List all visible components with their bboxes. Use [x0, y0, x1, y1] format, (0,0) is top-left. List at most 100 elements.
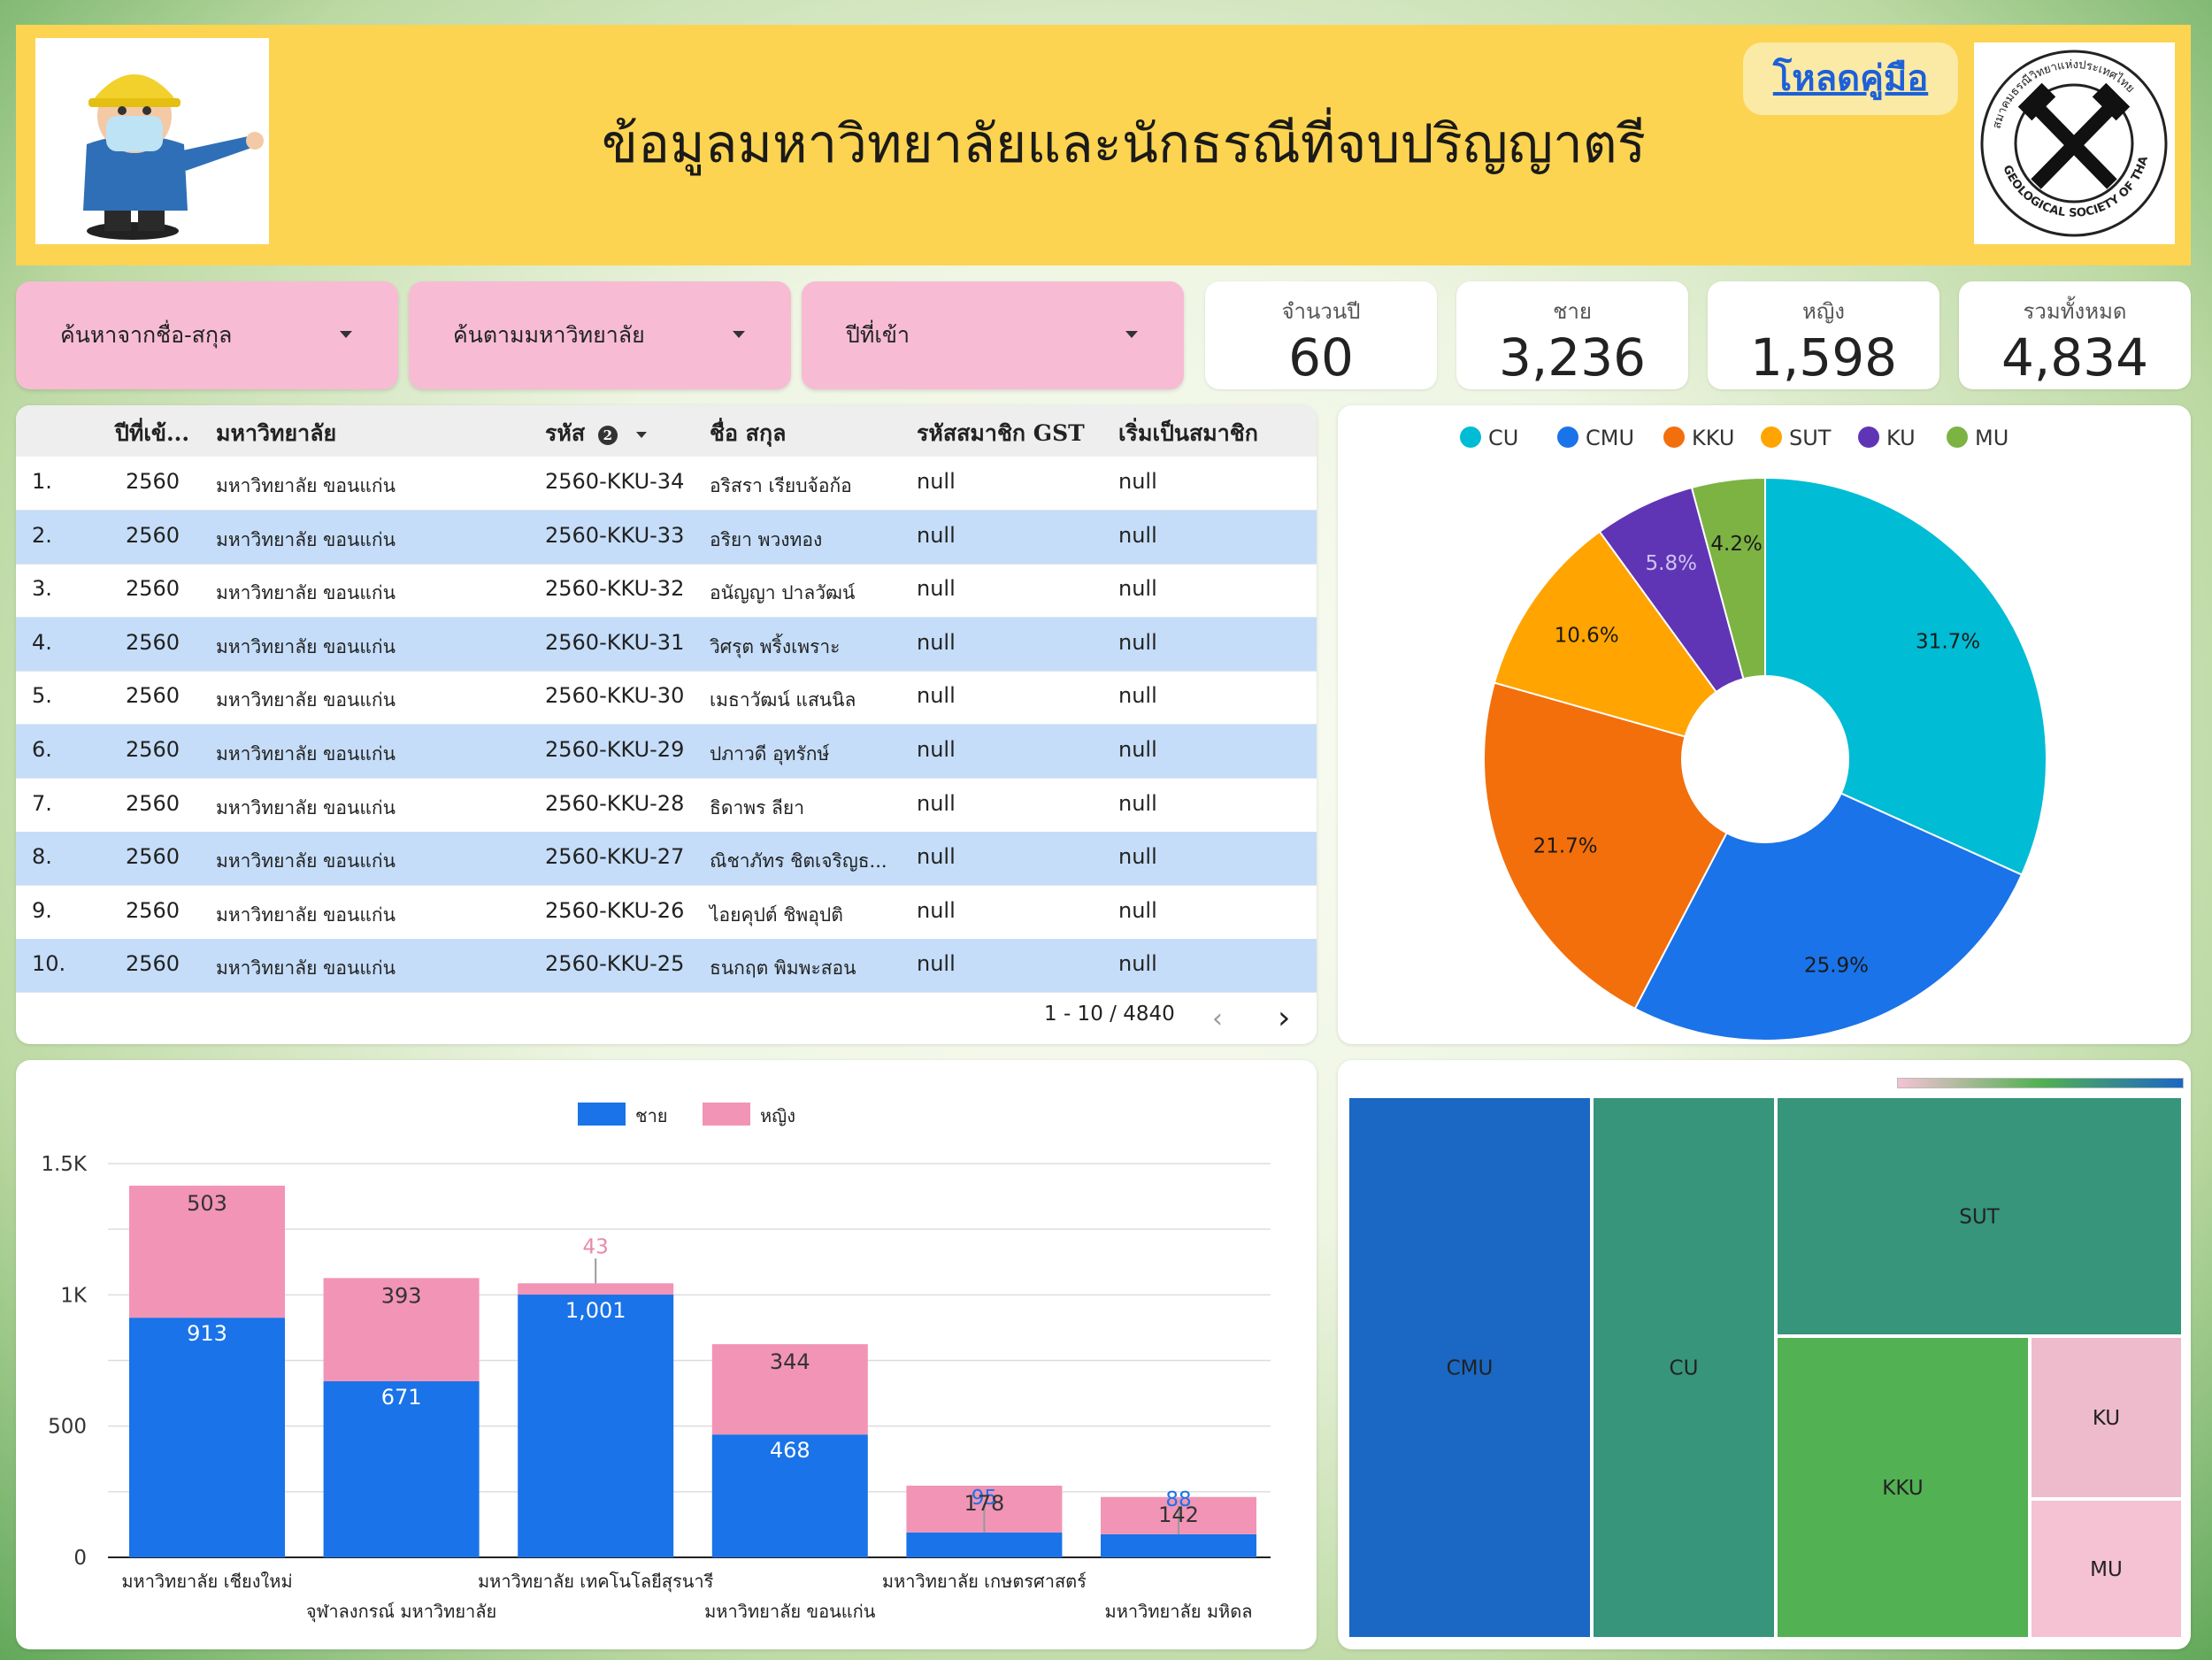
legend-swatch: [1557, 427, 1578, 448]
bar-female[interactable]: [129, 1185, 285, 1318]
bar-male[interactable]: [323, 1380, 480, 1557]
table-row[interactable]: 10. 2560 มหาวิทยาลัย ขอนแก่น 2560-KKU-25 ธนก…: [16, 939, 1317, 994]
bar-male[interactable]: [711, 1434, 868, 1557]
legend-item-male[interactable]: ชาย: [578, 1103, 668, 1126]
table-row[interactable]: 4. 2560 มหาวิทยาลัย ขอนแก่น 2560-KKU-31 วิศร…: [16, 617, 1317, 672]
sort-arrow-icon[interactable]: [635, 432, 647, 438]
treemap-rect[interactable]: [1348, 1096, 1592, 1639]
x-category-label: จุฬาลงกรณ์ มหาวิทยาลัย: [306, 1601, 496, 1623]
treemap-cell-cu[interactable]: CU: [1592, 1096, 1776, 1639]
legend-label: SUT: [1789, 426, 1832, 450]
legend-item-mu[interactable]: MU: [1947, 426, 2008, 450]
treemap-cell-sut[interactable]: SUT: [1776, 1096, 2183, 1336]
column-header-year[interactable]: ปีที่เข้...: [115, 420, 190, 446]
bar-female[interactable]: [323, 1278, 480, 1381]
table-row[interactable]: 3. 2560 มหาวิทยาลัย ขอนแก่น 2560-KKU-32 อนัญ…: [16, 564, 1317, 619]
table-row[interactable]: 2. 2560 มหาวิทยาลัย ขอนแก่น 2560-KKU-33 อริย…: [16, 510, 1317, 565]
cell-name: เมธาวัฒน์ แสนนิล: [710, 689, 856, 711]
bar-group[interactable]: 1,001 43: [518, 1235, 674, 1557]
treemap-rect[interactable]: [2030, 1336, 2183, 1499]
column-header-name[interactable]: ชื่อ สกุล: [710, 420, 787, 446]
column-header-code[interactable]: รหัส 2: [545, 416, 647, 451]
cell-name: ธนกฤต พิมพะสอน: [710, 957, 856, 980]
y-tick-label: 1.5K: [41, 1153, 88, 1176]
legend-swatch: [1460, 427, 1481, 448]
bar-male[interactable]: [1101, 1533, 1256, 1557]
cell-gst: null: [917, 629, 956, 655]
treemap-rect[interactable]: [2030, 1499, 2183, 1639]
treemap-rect[interactable]: [1776, 1096, 2183, 1336]
bar-female[interactable]: [711, 1344, 868, 1435]
treemap-cell-kku[interactable]: KKU: [1776, 1336, 2030, 1639]
download-manual-button[interactable]: โหลดคู่มือ: [1743, 42, 1958, 115]
bar-group[interactable]: 468 344: [711, 1344, 868, 1557]
kpi-label: จำนวนปี: [1281, 299, 1361, 324]
slice-cmu[interactable]: [1633, 792, 2024, 1041]
slice-cu[interactable]: [1764, 476, 2047, 876]
table-row[interactable]: 6. 2560 มหาวิทยาลัย ขอนแก่น 2560-KKU-29 ปภาว…: [16, 725, 1317, 779]
table-row[interactable]: 9. 2560 มหาวิทยาลัย ขอนแก่น 2560-KKU-26 ไอยค…: [16, 886, 1317, 940]
table-row[interactable]: 1. 2560 มหาวิทยาลัย ขอนแก่น 2560-KKU-34 อริส…: [16, 457, 1317, 511]
cell-gst: null: [917, 844, 956, 870]
treemap-cell-cmu[interactable]: CMU: [1348, 1096, 1592, 1639]
cell-name: ธิดาพร ลียา: [710, 796, 805, 818]
gender-bar-panel: ชาย หญิง 0 500 1K 1.5K 913 503 มหาวิทยาลัย เชียง…: [16, 1060, 1317, 1649]
cell-uni: มหาวิทยาลัย ขอนแก่น: [216, 743, 396, 765]
bar-label-female: 344: [770, 1349, 810, 1374]
treemap-rect[interactable]: [1776, 1336, 2030, 1639]
cell-n: 3.: [32, 576, 52, 602]
slice-sut[interactable]: [1493, 530, 1718, 738]
prev-page-button[interactable]: ‹: [1212, 1003, 1223, 1034]
kpi-label: หญิง: [1802, 299, 1845, 324]
cell-n: 8.: [32, 844, 52, 870]
legend-swatch: [1947, 427, 1968, 448]
pagination-range: 1 - 10 / 4840: [1044, 1003, 1175, 1026]
bar-male[interactable]: [518, 1295, 674, 1557]
legend-item-female[interactable]: หญิง: [703, 1103, 795, 1126]
chevron-down-icon[interactable]: [1125, 331, 1138, 338]
bar-male[interactable]: [906, 1532, 1063, 1557]
legend-item-sut[interactable]: SUT: [1761, 426, 1832, 450]
x-category-label: มหาวิทยาลัย เชียงใหม่: [121, 1571, 292, 1592]
cell-gst: null: [917, 737, 956, 762]
bar-label-male: 913: [187, 1321, 227, 1346]
treemap-rect[interactable]: [1592, 1096, 1776, 1639]
legend-item-ku[interactable]: KU: [1858, 426, 1916, 450]
bar-group[interactable]: 671 393: [323, 1278, 480, 1557]
bar-male[interactable]: [129, 1318, 285, 1557]
x-category-label: มหาวิทยาลัย เกษตรศาสตร์: [882, 1571, 1087, 1592]
legend-item-cmu[interactable]: CMU: [1557, 426, 1634, 450]
next-page-button[interactable]: ›: [1278, 1000, 1291, 1036]
column-header-gst-id[interactable]: รหัสสมาชิก GST: [917, 420, 1085, 446]
cell-name: อริสรา เรียบจ้อก้อ: [710, 475, 852, 496]
column-header-university[interactable]: มหาวิทยาลัย: [216, 420, 337, 446]
table-row[interactable]: 7. 2560 มหาวิทยาลัย ขอนแก่น 2560-KKU-28 ธิดา…: [16, 779, 1317, 833]
treemap-cell-ku[interactable]: KU: [2030, 1336, 2183, 1499]
chevron-down-icon[interactable]: [733, 331, 745, 338]
cell-n: 6.: [32, 737, 52, 762]
bar-female[interactable]: [518, 1283, 674, 1295]
treemap-label: CU: [1670, 1357, 1699, 1380]
kpi-label: รวมทั้งหมด: [2023, 299, 2127, 324]
column-header-member-since[interactable]: เริ่มเป็นสมาชิก: [1118, 420, 1258, 446]
kpi-value: 4,834: [2001, 327, 2149, 388]
slice-mu[interactable]: [1690, 476, 1766, 680]
legend-item-kku[interactable]: KKU: [1663, 426, 1734, 450]
y-tick-label: 500: [48, 1416, 87, 1439]
university-filter[interactable]: ค้นตามมหาวิทยาลัย: [409, 281, 791, 389]
cell-code: 2560-KKU-31: [545, 629, 685, 655]
cell-start: null: [1118, 737, 1157, 762]
legend-item-cu[interactable]: CU: [1460, 426, 1518, 450]
cell-year: 2560: [126, 683, 180, 709]
table-row[interactable]: 8. 2560 มหาวิทยาลัย ขอนแก่น 2560-KKU-27 ณิชา…: [16, 832, 1317, 887]
bar-group[interactable]: 913 503: [129, 1185, 285, 1557]
entry-year-filter[interactable]: ปีที่เข้า: [802, 281, 1184, 389]
x-category-label: มหาวิทยาลัย ขอนแก่น: [704, 1601, 876, 1622]
treemap-cell-mu[interactable]: MU: [2030, 1499, 2183, 1639]
chevron-down-icon[interactable]: [340, 331, 352, 338]
name-search-filter[interactable]: ค้นหาจากชื่อ-สกุล: [16, 281, 398, 389]
slice-kku[interactable]: [1483, 681, 1728, 1011]
table-row[interactable]: 5. 2560 มหาวิทยาลัย ขอนแก่น 2560-KKU-30 เมธา…: [16, 671, 1317, 726]
